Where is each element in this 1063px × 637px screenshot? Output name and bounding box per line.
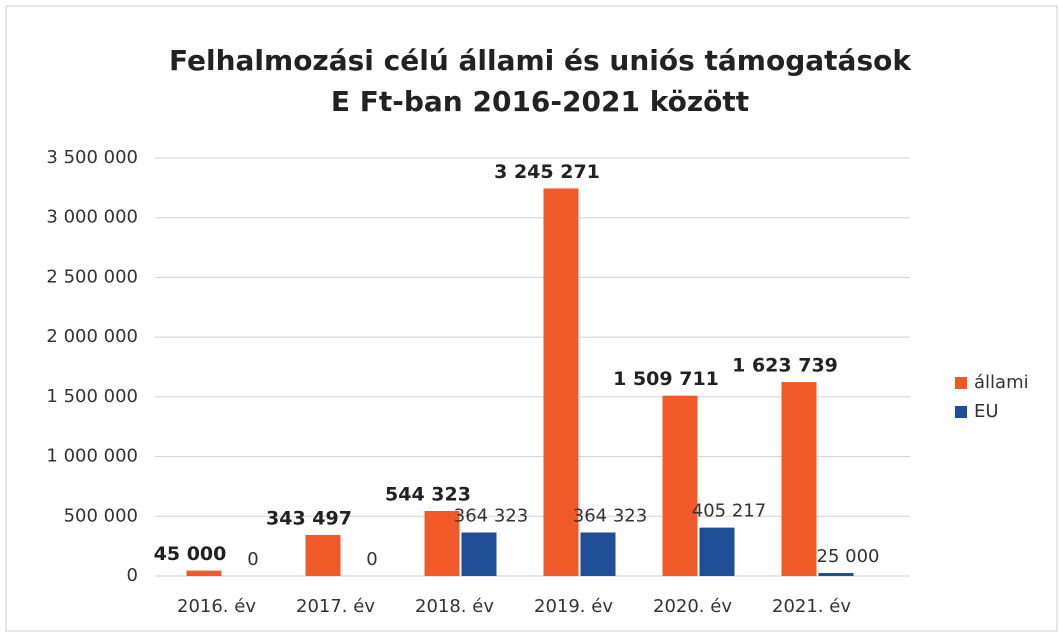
bar [461,532,497,576]
y-tick-label: 1 500 000 [46,386,138,407]
chart-title: Felhalmozási célú állami és uniós támoga… [169,44,912,77]
bar [305,534,341,576]
x-tick-label: 2018. év [415,596,494,617]
y-tick-label: 2 500 000 [46,266,138,287]
bar [543,188,579,576]
legend-label: EU [974,401,999,422]
legend-swatch [955,406,967,418]
bar [781,382,817,576]
data-label: 45 000 [154,543,227,565]
bar [186,570,222,576]
data-label: 1 509 711 [613,368,719,390]
data-label: 364 323 [573,505,647,526]
x-tick-label: 2019. év [534,596,613,617]
x-tick-label: 2020. év [653,596,732,617]
data-label: 405 217 [692,501,766,522]
y-tick-label: 1 000 000 [46,446,138,467]
data-label: 3 245 271 [494,161,600,183]
data-label: 0 [366,549,377,570]
chart-title: E Ft-ban 2016-2021 között [331,85,749,118]
bar [818,573,854,576]
legend-label: állami [974,372,1029,393]
bar [662,395,698,576]
legend-swatch [955,377,967,389]
y-tick-label: 3 000 000 [46,207,138,228]
x-tick-label: 2017. év [296,596,375,617]
data-label: 544 323 [385,483,471,505]
bar [424,510,460,576]
y-tick-label: 0 [127,565,138,586]
y-tick-label: 500 000 [64,505,138,526]
chart-frame [5,5,1058,632]
bar [699,527,735,576]
bar [580,532,616,576]
data-label: 0 [247,549,258,570]
data-label: 343 497 [266,507,352,529]
x-tick-label: 2016. év [177,596,256,617]
data-label: 1 623 739 [732,355,838,377]
x-tick-label: 2021. év [772,596,851,617]
y-tick-label: 2 000 000 [46,326,138,347]
data-label: 364 323 [454,505,528,526]
data-label: 25 000 [817,546,880,567]
y-tick-label: 3 500 000 [46,147,138,168]
